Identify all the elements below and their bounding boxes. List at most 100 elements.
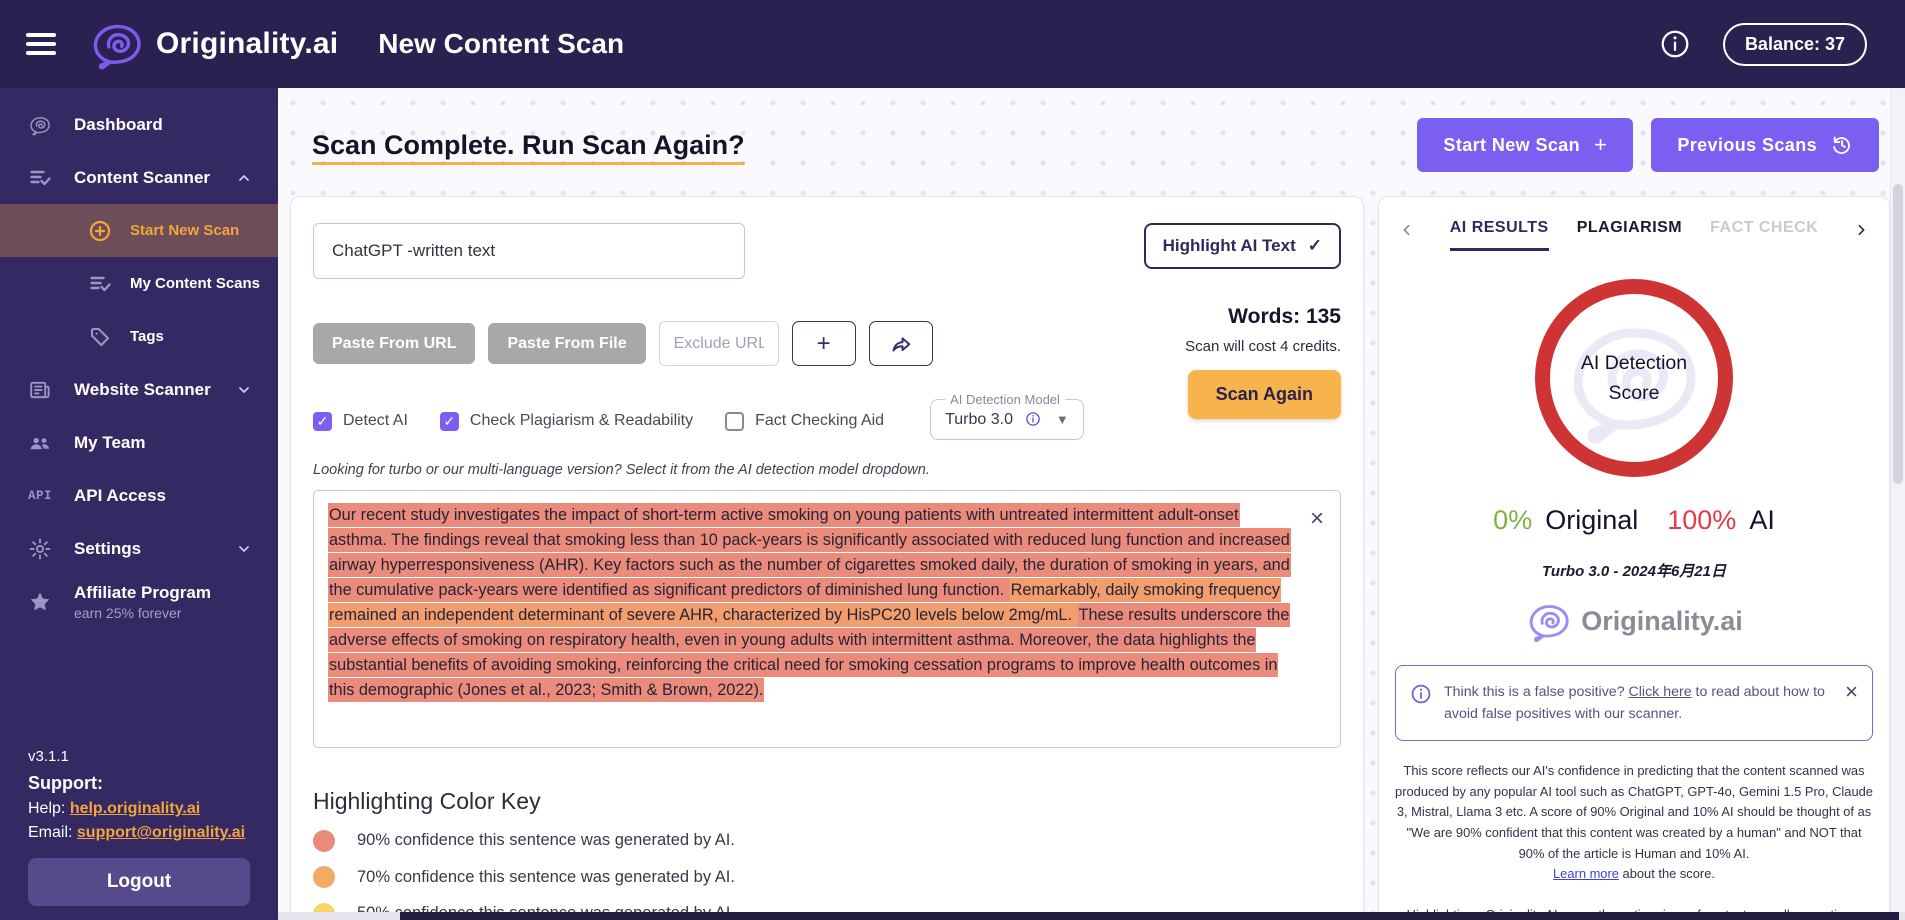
chevron-down-icon [236, 382, 252, 398]
plus-icon: + [1594, 132, 1608, 157]
info-icon[interactable] [1025, 411, 1041, 427]
scan-title-input[interactable] [313, 223, 745, 279]
share-button[interactable] [868, 321, 933, 366]
newspaper-icon [28, 378, 52, 402]
info-icon [1410, 683, 1432, 705]
previous-scans-button[interactable]: Previous Scans [1651, 118, 1879, 172]
help-link[interactable]: help.originality.ai [69, 800, 201, 817]
unchecked-checkbox-icon[interactable] [725, 411, 745, 431]
checked-checkbox-icon[interactable]: ✓ [439, 411, 459, 431]
brain-watermark-icon [1550, 294, 1718, 462]
ai-percentage: 100% [1667, 505, 1737, 535]
star-icon [28, 590, 52, 614]
tab-ai-results[interactable]: AI RESULTS [1449, 219, 1549, 251]
add-button[interactable]: + [791, 321, 856, 366]
tab-fact-check[interactable]: FACT CHECK [1710, 219, 1819, 236]
score-line: 0% Original 100% AI [1395, 505, 1873, 536]
scrollbar-thumb[interactable] [400, 912, 1899, 920]
legend-item: 90% confidence this sentence was generat… [313, 829, 1341, 852]
ai-model-label: AI Detection Model [950, 392, 1060, 407]
brain-logo-icon [1525, 597, 1573, 645]
brain-icon [28, 113, 52, 137]
checkbox-fact-checking-aid[interactable]: Fact Checking Aid [725, 411, 884, 431]
sidebar-item-dashboard[interactable]: Dashboard [0, 98, 278, 151]
list-check-icon [28, 166, 52, 190]
scrollbar-thumb[interactable] [1893, 184, 1903, 484]
email-label: Email: [28, 824, 73, 841]
click-here-link[interactable]: Click here [1628, 684, 1692, 700]
exclude-url-input[interactable] [658, 321, 779, 366]
sidebar-nav: Dashboard Content Scanner Start New Scan My… [0, 88, 278, 628]
results-brand: Originality.ai [1395, 597, 1873, 645]
color-key-heading: Highlighting Color Key [313, 788, 541, 814]
sidebar-item-my-team[interactable]: My Team [0, 416, 278, 469]
sidebar-item-settings[interactable]: Settings [0, 522, 278, 575]
brand-name: Originality.ai [1581, 605, 1743, 636]
paste-from-url-button[interactable]: Paste From URL [313, 323, 476, 364]
list-check-icon [88, 272, 112, 296]
start-new-scan-button[interactable]: Start New Scan + [1417, 118, 1634, 172]
check-icon: ✓ [1307, 236, 1322, 255]
ai-model-value: Turbo 3.0 [945, 411, 1013, 428]
help-label: Help: [28, 800, 66, 817]
topbar: Originality.ai New Content Scan Balance:… [0, 0, 1905, 88]
vertical-scrollbar[interactable] [1890, 88, 1905, 912]
highlight-ai-text-label: Highlight AI Text [1162, 236, 1296, 255]
previous-scans-label: Previous Scans [1677, 134, 1817, 155]
brand-name: Originality.ai [156, 27, 339, 60]
api-icon: API [28, 488, 53, 503]
scanned-text-area[interactable]: Our recent study investigates the impact… [313, 490, 1341, 748]
share-icon [889, 332, 913, 356]
checkbox-check-plagiarism-readability[interactable]: ✓ Check Plagiarism & Readability [439, 411, 693, 431]
score-explainer: This score reflects our AI's confidence … [1395, 763, 1873, 882]
history-icon [1831, 134, 1853, 156]
balance-badge[interactable]: Balance: 37 [1722, 22, 1867, 66]
brand: Originality.ai [88, 15, 338, 73]
checked-checkbox-icon[interactable]: ✓ [313, 411, 332, 431]
hamburger-menu-icon[interactable] [26, 28, 56, 61]
scan-complete-heading: Scan Complete. Run Scan Again? [312, 129, 745, 160]
sidebar-item-website-scanner[interactable]: Website Scanner [0, 363, 278, 416]
legend-dot-icon [313, 866, 335, 888]
sidebar: Dashboard Content Scanner Start New Scan My… [0, 88, 278, 920]
paste-from-file-button[interactable]: Paste From File [488, 323, 646, 364]
gear-icon [28, 537, 52, 561]
legend-dot-icon [313, 829, 335, 852]
chevron-up-icon [236, 170, 252, 186]
sidebar-item-my-content-scans[interactable]: My Content Scans [0, 257, 278, 310]
ai-model-dropdown[interactable]: AI Detection Model Turbo 3.0 ▼ [930, 392, 1084, 440]
checkbox-detect-ai[interactable]: ✓ Detect AI [313, 411, 408, 431]
main-content: Scan Complete. Run Scan Again? Start New… [278, 88, 1905, 920]
start-new-scan-label: Start New Scan [1443, 134, 1581, 155]
caret-down-icon: ▼ [1055, 412, 1069, 427]
word-count: Words: 135 [1228, 305, 1341, 328]
chevron-left-icon[interactable] [1399, 222, 1415, 238]
close-icon[interactable]: × [1309, 505, 1324, 532]
tag-icon [88, 325, 112, 349]
sidebar-item-tags[interactable]: Tags [0, 310, 278, 363]
plus-icon: + [816, 329, 831, 357]
horizontal-scrollbar[interactable] [278, 912, 1905, 920]
logout-button[interactable]: Logout [28, 858, 250, 906]
ai-label: AI [1749, 505, 1775, 535]
score-circle-label: AI Detection Score [1580, 351, 1688, 404]
close-icon[interactable]: × [1845, 679, 1858, 704]
text-link[interactable]: Learn more [1553, 866, 1619, 882]
plus-circle-icon [88, 219, 112, 243]
sidebar-item-start-new-scan[interactable]: Start New Scan [0, 204, 278, 257]
scan-form-card: Paste From URL Paste From File + ✓Detect… [290, 196, 1364, 920]
version-label: v3.1.1 [28, 748, 69, 765]
sidebar-item-content-scanner[interactable]: Content Scanner [0, 151, 278, 204]
email-link[interactable]: support@originality.ai [76, 824, 246, 841]
tab-plagiarism[interactable]: PLAGIARISM [1576, 219, 1683, 236]
scan-cost-note: Scan will cost 4 credits. [1185, 338, 1341, 355]
model-hint: Looking for turbo or our multi-language … [313, 462, 930, 478]
info-icon[interactable] [1659, 28, 1691, 60]
support-heading: Support: [28, 773, 103, 793]
sidebar-item-affiliate-program[interactable]: Affiliate Program earn 25% forever [0, 575, 278, 628]
chevron-right-icon[interactable] [1853, 222, 1869, 238]
scan-again-button[interactable]: Scan Again [1187, 370, 1341, 419]
legend-item: 70% confidence this sentence was generat… [313, 866, 1341, 888]
sidebar-item-api-access[interactable]: API API Access [0, 469, 278, 522]
highlight-ai-text-button[interactable]: Highlight AI Text ✓ [1143, 223, 1341, 269]
